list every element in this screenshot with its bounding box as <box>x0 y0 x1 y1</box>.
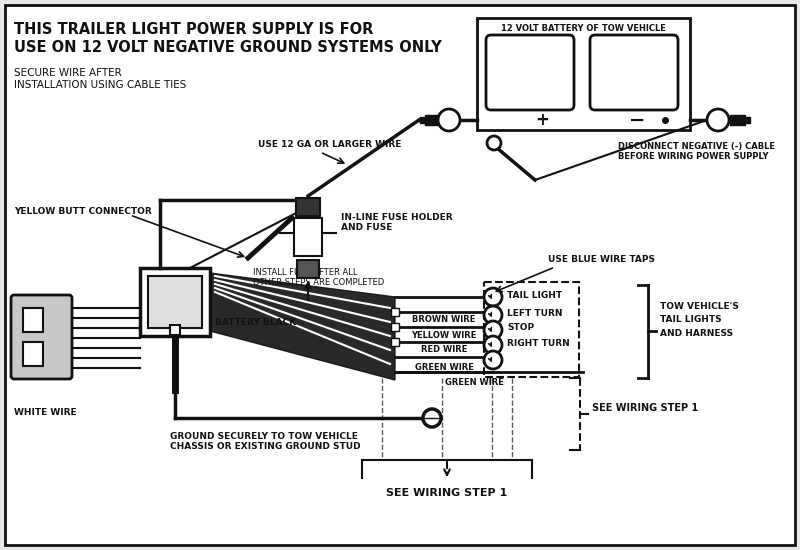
Text: LEFT TURN: LEFT TURN <box>507 309 562 317</box>
Text: USE BLUE WIRE TAPS: USE BLUE WIRE TAPS <box>548 255 655 264</box>
Circle shape <box>487 136 501 150</box>
Text: INSTALL FUSE AFTER ALL
OTHER STEPS ARE COMPLETED: INSTALL FUSE AFTER ALL OTHER STEPS ARE C… <box>253 268 384 288</box>
Text: TOW VEHICLE'S
TAIL LIGHTS
AND HARNESS: TOW VEHICLE'S TAIL LIGHTS AND HARNESS <box>660 302 739 338</box>
Text: GROUND SECURELY TO TOW VEHICLE
CHASSIS OR EXISTING GROUND STUD: GROUND SECURELY TO TOW VEHICLE CHASSIS O… <box>170 432 361 452</box>
Text: SECURE WIRE AFTER: SECURE WIRE AFTER <box>14 68 122 78</box>
Bar <box>294 218 322 256</box>
Text: YELLOW WIRE: YELLOW WIRE <box>411 331 477 339</box>
Text: DISCONNECT NEGATIVE (-) CABLE
BEFORE WIRING POWER SUPPLY: DISCONNECT NEGATIVE (-) CABLE BEFORE WIR… <box>618 142 775 161</box>
Bar <box>297 260 319 278</box>
Circle shape <box>484 288 502 306</box>
Bar <box>296 198 320 216</box>
FancyBboxPatch shape <box>11 295 72 379</box>
Text: GREEN WIRE: GREEN WIRE <box>445 378 503 387</box>
Bar <box>484 282 579 377</box>
Circle shape <box>484 306 502 324</box>
FancyBboxPatch shape <box>590 35 678 110</box>
Text: THIS TRAILER LIGHT POWER SUPPLY IS FOR: THIS TRAILER LIGHT POWER SUPPLY IS FOR <box>14 22 374 37</box>
Bar <box>23 342 43 366</box>
Circle shape <box>438 109 460 131</box>
Circle shape <box>707 109 729 131</box>
Text: −: − <box>629 111 645 130</box>
Text: USE 12 GA OR LARGER WIRE: USE 12 GA OR LARGER WIRE <box>258 140 402 149</box>
Text: BROWN WIRE: BROWN WIRE <box>412 316 476 324</box>
Bar <box>140 268 210 336</box>
Circle shape <box>484 321 502 339</box>
Text: IN-LINE FUSE HOLDER
AND FUSE: IN-LINE FUSE HOLDER AND FUSE <box>341 213 453 233</box>
Bar <box>148 276 202 328</box>
Text: RIGHT TURN: RIGHT TURN <box>507 338 570 348</box>
Bar <box>391 323 399 331</box>
Text: SEE WIRING STEP 1: SEE WIRING STEP 1 <box>592 403 698 413</box>
Bar <box>391 308 399 316</box>
Bar <box>23 308 43 332</box>
Bar <box>170 325 180 335</box>
Text: SEE WIRING STEP 1: SEE WIRING STEP 1 <box>386 488 508 498</box>
Text: INSTALLATION USING CABLE TIES: INSTALLATION USING CABLE TIES <box>14 80 186 90</box>
Text: GREEN WIRE: GREEN WIRE <box>414 364 474 372</box>
Bar <box>477 18 690 130</box>
Text: 12 VOLT BATTERY OF TOW VEHICLE: 12 VOLT BATTERY OF TOW VEHICLE <box>501 24 666 33</box>
Circle shape <box>423 409 441 427</box>
Text: RED WIRE: RED WIRE <box>421 345 467 355</box>
Bar <box>391 338 399 346</box>
Text: USE ON 12 VOLT NEGATIVE GROUND SYSTEMS ONLY: USE ON 12 VOLT NEGATIVE GROUND SYSTEMS O… <box>14 40 442 55</box>
Circle shape <box>484 351 502 369</box>
Text: STOP: STOP <box>507 323 534 333</box>
Text: +: + <box>535 111 549 129</box>
Circle shape <box>484 336 502 354</box>
FancyBboxPatch shape <box>486 35 574 110</box>
Polygon shape <box>210 273 395 380</box>
Text: YELLOW BUTT CONNECTOR: YELLOW BUTT CONNECTOR <box>14 207 152 216</box>
Text: WHITE WIRE: WHITE WIRE <box>14 408 77 417</box>
Text: BATTERY BLACK: BATTERY BLACK <box>215 318 296 327</box>
Text: TAIL LIGHT: TAIL LIGHT <box>507 290 562 300</box>
